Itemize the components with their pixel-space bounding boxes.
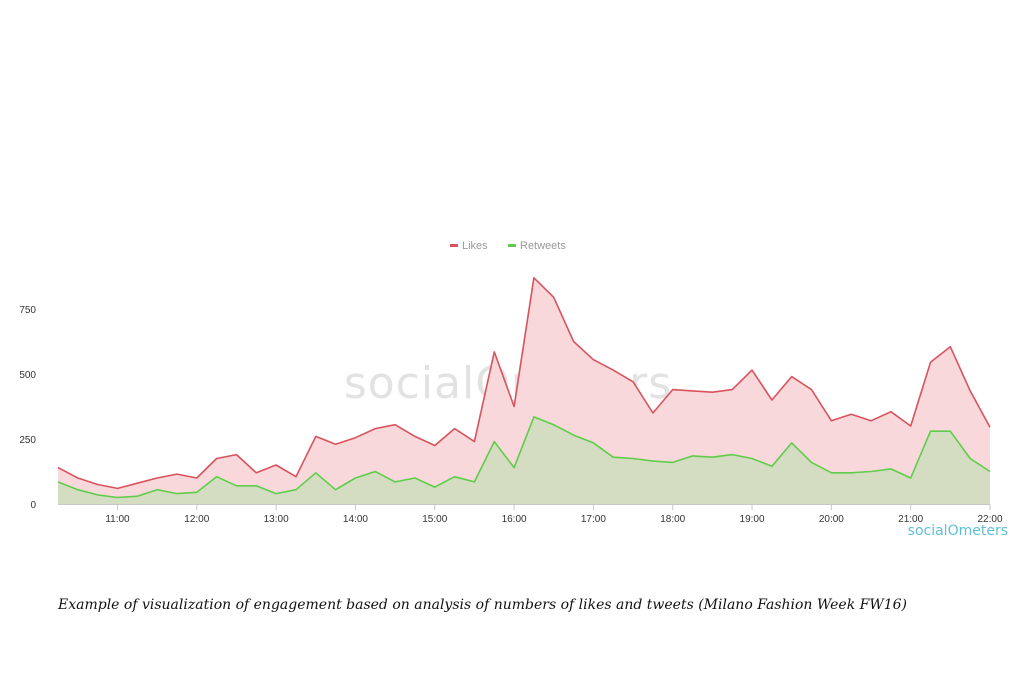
x-tick-label: 12:00: [184, 514, 209, 525]
x-tick-label: 20:00: [819, 514, 844, 525]
retweets-line: [57, 416, 991, 499]
retweets-area: [58, 416, 990, 504]
series-lines: [57, 276, 991, 499]
x-tick-label: 17:00: [581, 514, 606, 525]
likes-area: [58, 277, 990, 504]
x-tick-label: 19:00: [740, 514, 765, 525]
legend-likes-label: Likes: [462, 240, 488, 252]
axes: 11:00 12:00 13:00 14:00 15:00 16:00 17:00 18:00…: [19, 305, 1003, 525]
likes-line: [57, 276, 991, 490]
legend-retweets-swatch: [508, 244, 516, 247]
legend-likes-swatch: [450, 244, 458, 247]
x-tick-label: 14:00: [343, 514, 368, 525]
y-tick-label: 500: [19, 370, 36, 381]
brand-logo: socialOmeters: [908, 523, 1008, 539]
y-tick-label: 750: [19, 305, 36, 316]
y-tick-label: 250: [19, 435, 36, 446]
legend[interactable]: Likes Retweets: [450, 240, 566, 252]
x-tick-label: 13:00: [264, 514, 289, 525]
x-tick-label: 18:00: [660, 514, 685, 525]
series-areas: [58, 277, 990, 504]
legend-retweets-label: Retweets: [520, 240, 566, 252]
x-tick-label: 11:00: [105, 514, 130, 525]
x-tick-label: 15:00: [422, 514, 447, 525]
x-tick-label: 21:00: [898, 514, 923, 525]
figure-caption: Example of visualization of engagement b…: [58, 597, 908, 613]
y-tick-label: 0: [30, 500, 36, 511]
x-tick-label: 22:00: [977, 514, 1002, 525]
x-tick-label: 16:00: [502, 514, 527, 525]
